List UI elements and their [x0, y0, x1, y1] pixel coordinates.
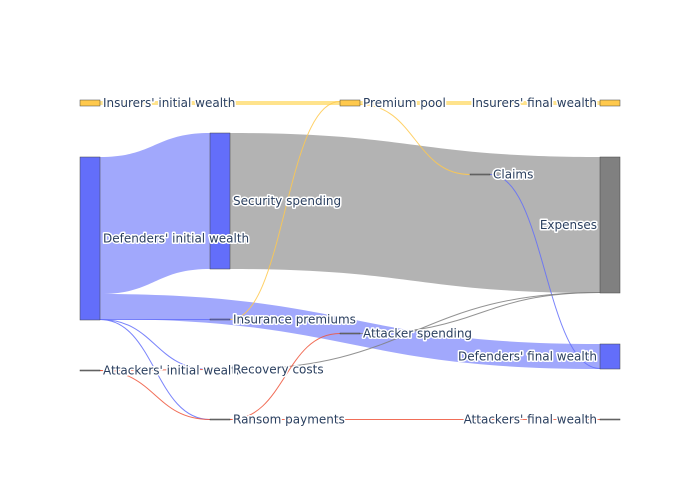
- node-label-defenders-initial: Defenders' initial wealth: [103, 232, 249, 246]
- node-label-recovery-costs: Recovery costs: [233, 363, 324, 377]
- node-label-premium-pool: Premium pool: [363, 96, 446, 110]
- link-ransom_payments-to-attacker_spending: [229, 333, 341, 420]
- node-label-attackers-initial: Attackers' initial wealth: [103, 364, 244, 378]
- link-defenders_initial-to-security_spending: [100, 133, 210, 294]
- node-insurers-initial[interactable]: [79, 99, 101, 107]
- node-attacker-spending[interactable]: [339, 332, 361, 335]
- node-label-ransom-payments: Ransom payments: [233, 413, 345, 427]
- node-label-attackers-final: Attackers' final wealth: [464, 413, 597, 427]
- link-attackers_initial-to-ransom_payments: [99, 370, 211, 420]
- node-claims[interactable]: [469, 173, 491, 176]
- node-expenses[interactable]: [599, 156, 621, 294]
- link-attackers_initial-to-recovery_costs: [99, 369, 211, 371]
- node-label-defenders-final: Defenders' final wealth: [458, 350, 597, 364]
- link-attacker_spending-to-expenses: [359, 292, 601, 334]
- sankey-links: [99, 101, 601, 421]
- node-premium-pool[interactable]: [339, 99, 361, 107]
- node-label-claims: Claims: [493, 168, 533, 182]
- link-recovery_costs-to-expenses: [229, 292, 601, 370]
- node-defenders-final[interactable]: [599, 343, 621, 370]
- node-label-insurers-final: Insurers' final wealth: [472, 96, 597, 110]
- link-premium_pool-to-claims: [359, 104, 471, 175]
- node-insurers-final[interactable]: [599, 99, 621, 107]
- sankey-labels: Insurers' initial wealth Premium pool Insu…: [102, 95, 599, 429]
- link-premium_pool-to-insurers_final: [360, 101, 600, 105]
- link-defenders_initial-to-recovery_costs: [99, 319, 211, 370]
- sankey-nodes: [79, 99, 621, 421]
- node-insurance-premiums[interactable]: [209, 318, 231, 321]
- node-label-insurers-initial: Insurers' initial wealth: [103, 96, 235, 110]
- node-defenders-initial[interactable]: [79, 156, 101, 321]
- link-insurers_initial-to-premium_pool: [100, 101, 340, 105]
- node-label-attacker-spending: Attacker spending: [363, 327, 472, 341]
- link-insurance_premiums-to-premium_pool: [229, 101, 341, 320]
- node-security-spending[interactable]: [209, 132, 231, 270]
- node-label-security-spending: Security spending: [233, 194, 341, 208]
- node-label-expenses: Expenses: [540, 218, 597, 232]
- node-label-insurance-premiums: Insurance premiums: [233, 313, 356, 327]
- link-security_spending-to-expenses: [230, 133, 600, 293]
- node-attackers-initial[interactable]: [79, 369, 101, 372]
- node-recovery-costs[interactable]: [209, 368, 231, 371]
- node-attackers-final[interactable]: [599, 418, 621, 421]
- link-defenders_initial-to-defenders_final: [100, 294, 600, 369]
- node-ransom-payments[interactable]: [209, 418, 231, 421]
- link-claims-to-defenders_final: [489, 174, 601, 369]
